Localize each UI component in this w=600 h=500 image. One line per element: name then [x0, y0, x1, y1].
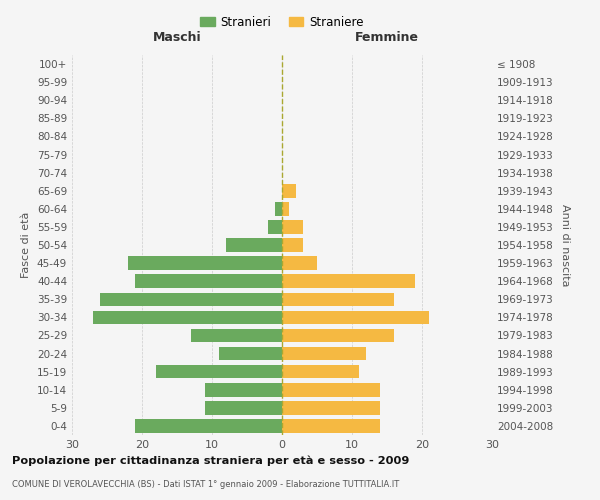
Bar	[100, 292, 282, 306]
Bar	[282, 184, 296, 198]
Bar	[205, 383, 282, 396]
Bar	[93, 310, 282, 324]
Bar	[282, 292, 394, 306]
Bar	[282, 220, 303, 234]
Bar	[282, 401, 380, 414]
Y-axis label: Anni di nascita: Anni di nascita	[560, 204, 570, 286]
Bar	[156, 365, 282, 378]
Bar	[268, 220, 282, 234]
Bar	[205, 401, 282, 414]
Bar	[282, 365, 359, 378]
Text: Femmine: Femmine	[355, 31, 419, 44]
Bar	[282, 310, 429, 324]
Bar	[128, 256, 282, 270]
Text: COMUNE DI VEROLAVECCHIA (BS) - Dati ISTAT 1° gennaio 2009 - Elaborazione TUTTITA: COMUNE DI VEROLAVECCHIA (BS) - Dati ISTA…	[12, 480, 399, 489]
Bar	[282, 256, 317, 270]
Bar	[191, 328, 282, 342]
Bar	[282, 347, 366, 360]
Bar	[282, 328, 394, 342]
Bar	[135, 419, 282, 432]
Bar	[282, 274, 415, 288]
Text: Popolazione per cittadinanza straniera per età e sesso - 2009: Popolazione per cittadinanza straniera p…	[12, 455, 409, 466]
Bar	[219, 347, 282, 360]
Text: Maschi: Maschi	[152, 31, 202, 44]
Bar	[135, 274, 282, 288]
Legend: Stranieri, Straniere: Stranieri, Straniere	[196, 11, 368, 34]
Bar	[282, 238, 303, 252]
Bar	[282, 202, 289, 215]
Bar	[226, 238, 282, 252]
Bar	[275, 202, 282, 215]
Bar	[282, 383, 380, 396]
Bar	[282, 419, 380, 432]
Y-axis label: Fasce di età: Fasce di età	[22, 212, 31, 278]
